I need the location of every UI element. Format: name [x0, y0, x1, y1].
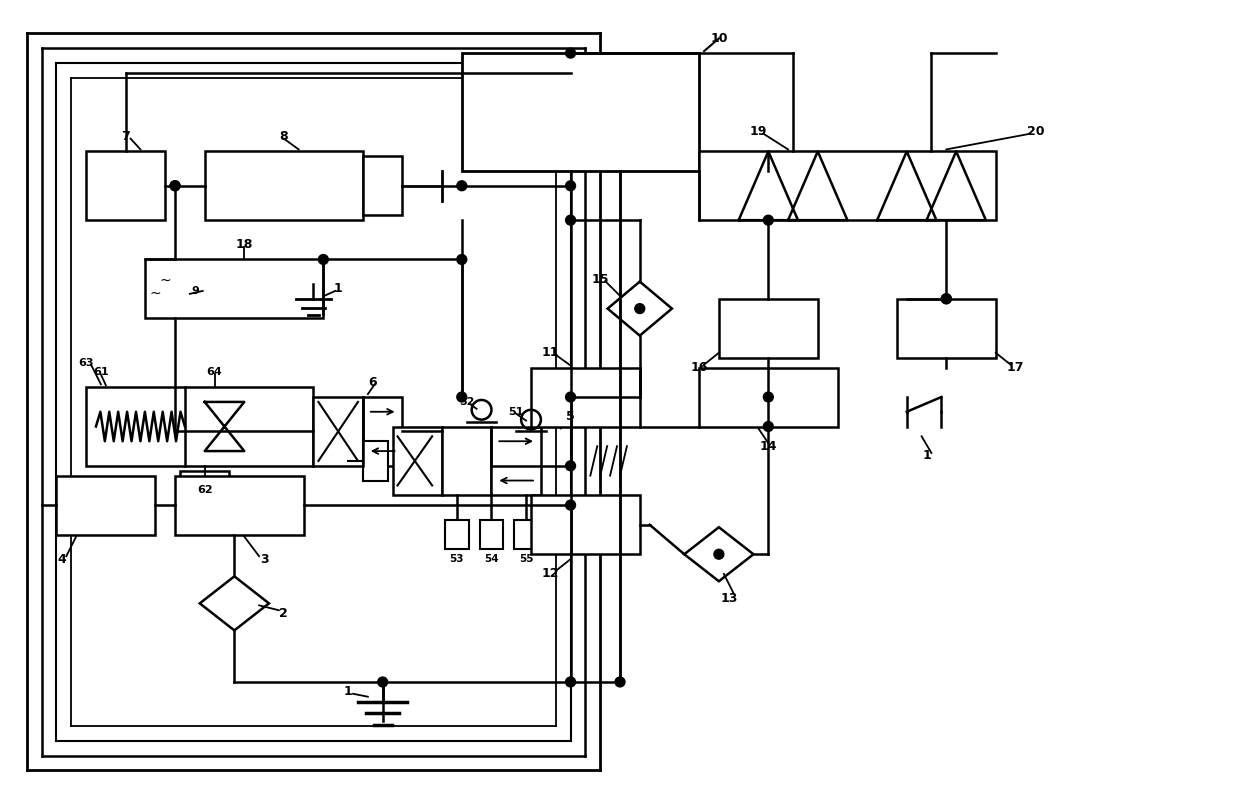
Bar — [145, 260, 324, 319]
Bar — [393, 426, 441, 495]
Text: 18: 18 — [236, 238, 253, 251]
Text: 15: 15 — [591, 273, 609, 285]
Text: 51: 51 — [508, 406, 523, 417]
Circle shape — [714, 549, 724, 559]
Text: 14: 14 — [760, 440, 777, 453]
Bar — [491, 426, 541, 495]
Circle shape — [764, 215, 774, 225]
Bar — [86, 387, 314, 465]
Bar — [314, 397, 363, 465]
Text: 17: 17 — [1007, 361, 1024, 374]
Bar — [531, 367, 640, 426]
Text: 13: 13 — [720, 592, 738, 605]
Circle shape — [941, 294, 951, 304]
Text: 62: 62 — [197, 485, 212, 496]
Bar — [175, 476, 304, 535]
Text: 3: 3 — [259, 552, 268, 566]
Bar — [699, 367, 837, 426]
Bar — [180, 471, 229, 510]
Text: 54: 54 — [484, 554, 498, 564]
Circle shape — [565, 677, 575, 687]
Bar — [441, 426, 491, 495]
Circle shape — [319, 254, 329, 265]
Bar — [461, 53, 699, 171]
Text: 7: 7 — [122, 130, 130, 143]
Circle shape — [565, 461, 575, 471]
Text: 63: 63 — [78, 358, 94, 367]
Circle shape — [635, 304, 645, 313]
Bar — [897, 299, 996, 358]
Text: 61: 61 — [93, 367, 109, 378]
Text: 5: 5 — [567, 410, 575, 423]
Text: 55: 55 — [518, 554, 533, 564]
Text: 9: 9 — [191, 286, 198, 296]
Text: 1: 1 — [343, 685, 352, 698]
Text: 19: 19 — [750, 125, 768, 138]
Bar — [445, 520, 469, 549]
Text: 6: 6 — [368, 376, 377, 389]
Text: 16: 16 — [691, 361, 708, 374]
Text: 64: 64 — [207, 367, 222, 378]
Bar — [363, 397, 403, 465]
Bar — [719, 299, 817, 358]
Text: 2: 2 — [279, 607, 288, 620]
Circle shape — [764, 392, 774, 402]
Circle shape — [565, 392, 575, 402]
Circle shape — [456, 392, 466, 402]
Circle shape — [941, 294, 951, 304]
Polygon shape — [200, 576, 269, 630]
Text: ~: ~ — [150, 287, 161, 300]
Bar — [363, 442, 388, 481]
Bar — [205, 151, 363, 220]
Text: 52: 52 — [459, 397, 475, 407]
Text: 20: 20 — [1027, 125, 1044, 138]
Bar — [515, 520, 538, 549]
Bar — [86, 151, 165, 220]
Circle shape — [170, 181, 180, 190]
Text: ~: ~ — [159, 274, 171, 288]
Text: 8: 8 — [279, 130, 288, 143]
Bar — [363, 156, 403, 215]
Polygon shape — [608, 281, 672, 336]
Text: 11: 11 — [542, 347, 559, 359]
Circle shape — [565, 215, 575, 225]
Circle shape — [378, 677, 388, 687]
Circle shape — [615, 677, 625, 687]
Circle shape — [565, 501, 575, 510]
Circle shape — [764, 422, 774, 431]
Bar — [56, 476, 155, 535]
Text: 53: 53 — [450, 554, 464, 564]
Text: 1: 1 — [923, 450, 931, 462]
Circle shape — [170, 181, 180, 190]
Bar — [699, 151, 996, 220]
Bar — [531, 495, 640, 554]
Circle shape — [456, 254, 466, 265]
Text: 10: 10 — [711, 32, 728, 45]
Text: 1: 1 — [334, 282, 342, 296]
Polygon shape — [684, 528, 754, 581]
Circle shape — [565, 181, 575, 190]
Circle shape — [565, 48, 575, 58]
Bar — [480, 520, 503, 549]
Circle shape — [456, 181, 466, 190]
Text: 12: 12 — [542, 567, 559, 580]
Text: 4: 4 — [57, 552, 66, 566]
